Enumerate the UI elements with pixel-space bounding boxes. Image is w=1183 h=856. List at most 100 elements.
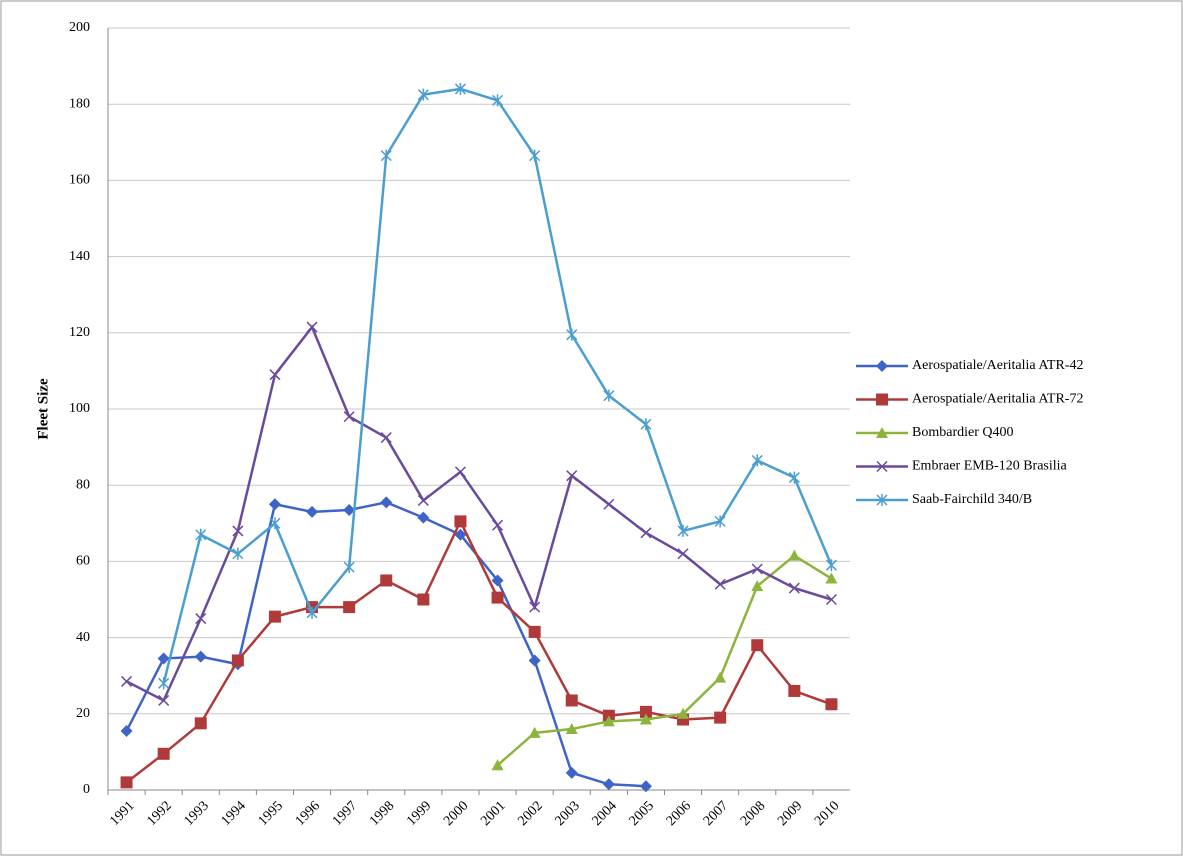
y-tick-label: 200 <box>69 20 90 35</box>
marker <box>306 321 318 333</box>
y-tick-label: 120 <box>69 325 90 340</box>
marker <box>343 503 356 516</box>
marker <box>677 548 689 560</box>
marker <box>602 778 615 791</box>
series-line <box>125 518 832 784</box>
marker <box>825 698 838 711</box>
marker <box>343 601 356 614</box>
marker <box>121 675 133 687</box>
marker <box>751 580 764 592</box>
marker <box>491 574 504 587</box>
marker <box>454 528 467 541</box>
marker <box>714 515 726 528</box>
marker <box>194 650 207 663</box>
marker <box>306 505 319 518</box>
marker <box>417 88 429 101</box>
marker <box>640 527 652 539</box>
marker <box>528 726 541 738</box>
marker <box>876 494 888 506</box>
marker <box>876 460 888 473</box>
marker <box>565 723 578 735</box>
marker <box>565 694 578 707</box>
marker <box>492 519 504 531</box>
marker <box>876 427 888 438</box>
marker <box>417 593 430 606</box>
marker <box>529 149 541 162</box>
y-tick-label: 160 <box>69 173 90 188</box>
marker <box>714 671 727 683</box>
marker <box>120 724 133 737</box>
marker <box>454 515 467 528</box>
marker <box>417 494 429 506</box>
marker <box>454 466 466 478</box>
marker <box>876 393 888 406</box>
marker <box>602 715 615 727</box>
marker <box>195 528 207 541</box>
marker <box>788 582 800 594</box>
marker <box>343 411 355 423</box>
marker <box>268 610 281 623</box>
marker <box>231 654 244 667</box>
marker <box>491 591 504 604</box>
legend-label: Aerospatiale/Aeritalia ATR-42 <box>912 358 1083 373</box>
marker <box>640 418 652 431</box>
marker <box>751 454 763 467</box>
marker <box>751 563 763 575</box>
y-tick-label: 60 <box>76 554 90 569</box>
marker <box>603 498 615 510</box>
marker <box>269 517 281 530</box>
y-tick-label: 100 <box>69 401 90 416</box>
series-line <box>496 554 833 767</box>
marker <box>380 496 393 509</box>
marker <box>639 780 652 793</box>
marker <box>751 639 764 652</box>
marker <box>788 684 801 697</box>
marker <box>714 578 726 590</box>
y-tick-label: 80 <box>76 477 90 492</box>
marker <box>454 82 466 95</box>
marker <box>677 707 690 719</box>
y-tick-label: 140 <box>69 249 90 264</box>
series-line <box>125 324 832 703</box>
marker <box>565 766 578 779</box>
marker <box>491 759 504 771</box>
marker <box>120 776 133 789</box>
marker <box>380 432 392 444</box>
marker <box>492 94 504 107</box>
marker <box>825 593 837 606</box>
marker <box>788 471 800 484</box>
marker <box>528 625 541 638</box>
marker <box>380 574 393 587</box>
marker <box>232 547 244 560</box>
marker <box>528 654 541 667</box>
marker <box>566 328 578 341</box>
marker <box>714 711 727 724</box>
marker <box>269 369 281 381</box>
legend-label: Saab-Fairchild 340/B <box>912 492 1032 507</box>
marker <box>825 559 837 572</box>
y-tick-label: 40 <box>76 630 90 645</box>
y-axis-label: Fleet Size <box>35 378 51 440</box>
marker <box>306 606 318 619</box>
marker <box>876 360 888 372</box>
legend-label: Embraer EMB-120 Brasilia <box>912 459 1068 474</box>
marker <box>566 470 578 482</box>
marker <box>343 561 355 574</box>
marker <box>158 694 170 706</box>
marker <box>158 677 170 690</box>
marker <box>417 511 430 524</box>
marker <box>788 549 801 561</box>
legend-label: Bombardier Q400 <box>912 425 1013 440</box>
marker <box>232 525 244 537</box>
marker <box>825 572 838 584</box>
marker <box>195 613 207 625</box>
marker <box>603 389 615 402</box>
y-tick-label: 0 <box>83 782 90 797</box>
marker <box>157 652 170 665</box>
marker <box>157 747 170 760</box>
marker <box>639 713 652 725</box>
y-tick-label: 20 <box>76 706 90 721</box>
marker <box>194 717 207 730</box>
